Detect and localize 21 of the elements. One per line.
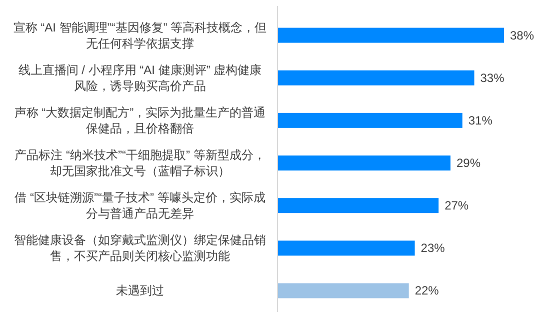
y-tick-label: 借 “区块链溯源”“量子技术” 等噱头定价，实际成分与普通产品无差异	[14, 190, 266, 221]
bar	[278, 112, 462, 128]
bar	[278, 283, 409, 298]
bar	[278, 198, 439, 214]
y-tick-label: 宣称 “AI 智能调理”“基因修复” 等高科技概念，但无任何科学依据支撑	[13, 20, 267, 50]
data-label: 29%	[456, 156, 481, 170]
bar	[278, 240, 415, 256]
bar	[278, 70, 474, 86]
y-tick-label: 产品标注 “纳米技术”“干细胞提取” 等新型成分，却无国家批准文号（蓝帽子标识）	[14, 148, 266, 178]
data-label: 22%	[414, 284, 440, 298]
data-label: 31%	[468, 113, 493, 128]
y-tick-label: 声称 “大数据定制配方”，实际为批量生产的普通保健品，且价格翻倍	[14, 105, 266, 136]
y-tick-label: 线上直播间 / 小程序用 “AI 健康测评” 虚构健康风险，诱导购买高价产品	[18, 62, 262, 93]
data-label: 23%	[420, 241, 446, 256]
bar	[278, 28, 504, 43]
bar	[278, 156, 450, 170]
y-tick-label: 智能健康设备（如穿戴式监测仪）绑定保健品销售，不买产品则关闭核心监测功能	[14, 233, 266, 264]
y-tick-label: 未遇到过	[116, 284, 164, 298]
data-label: 38%	[510, 28, 534, 42]
data-label: 27%	[444, 198, 469, 213]
data-label: 33%	[480, 70, 505, 85]
